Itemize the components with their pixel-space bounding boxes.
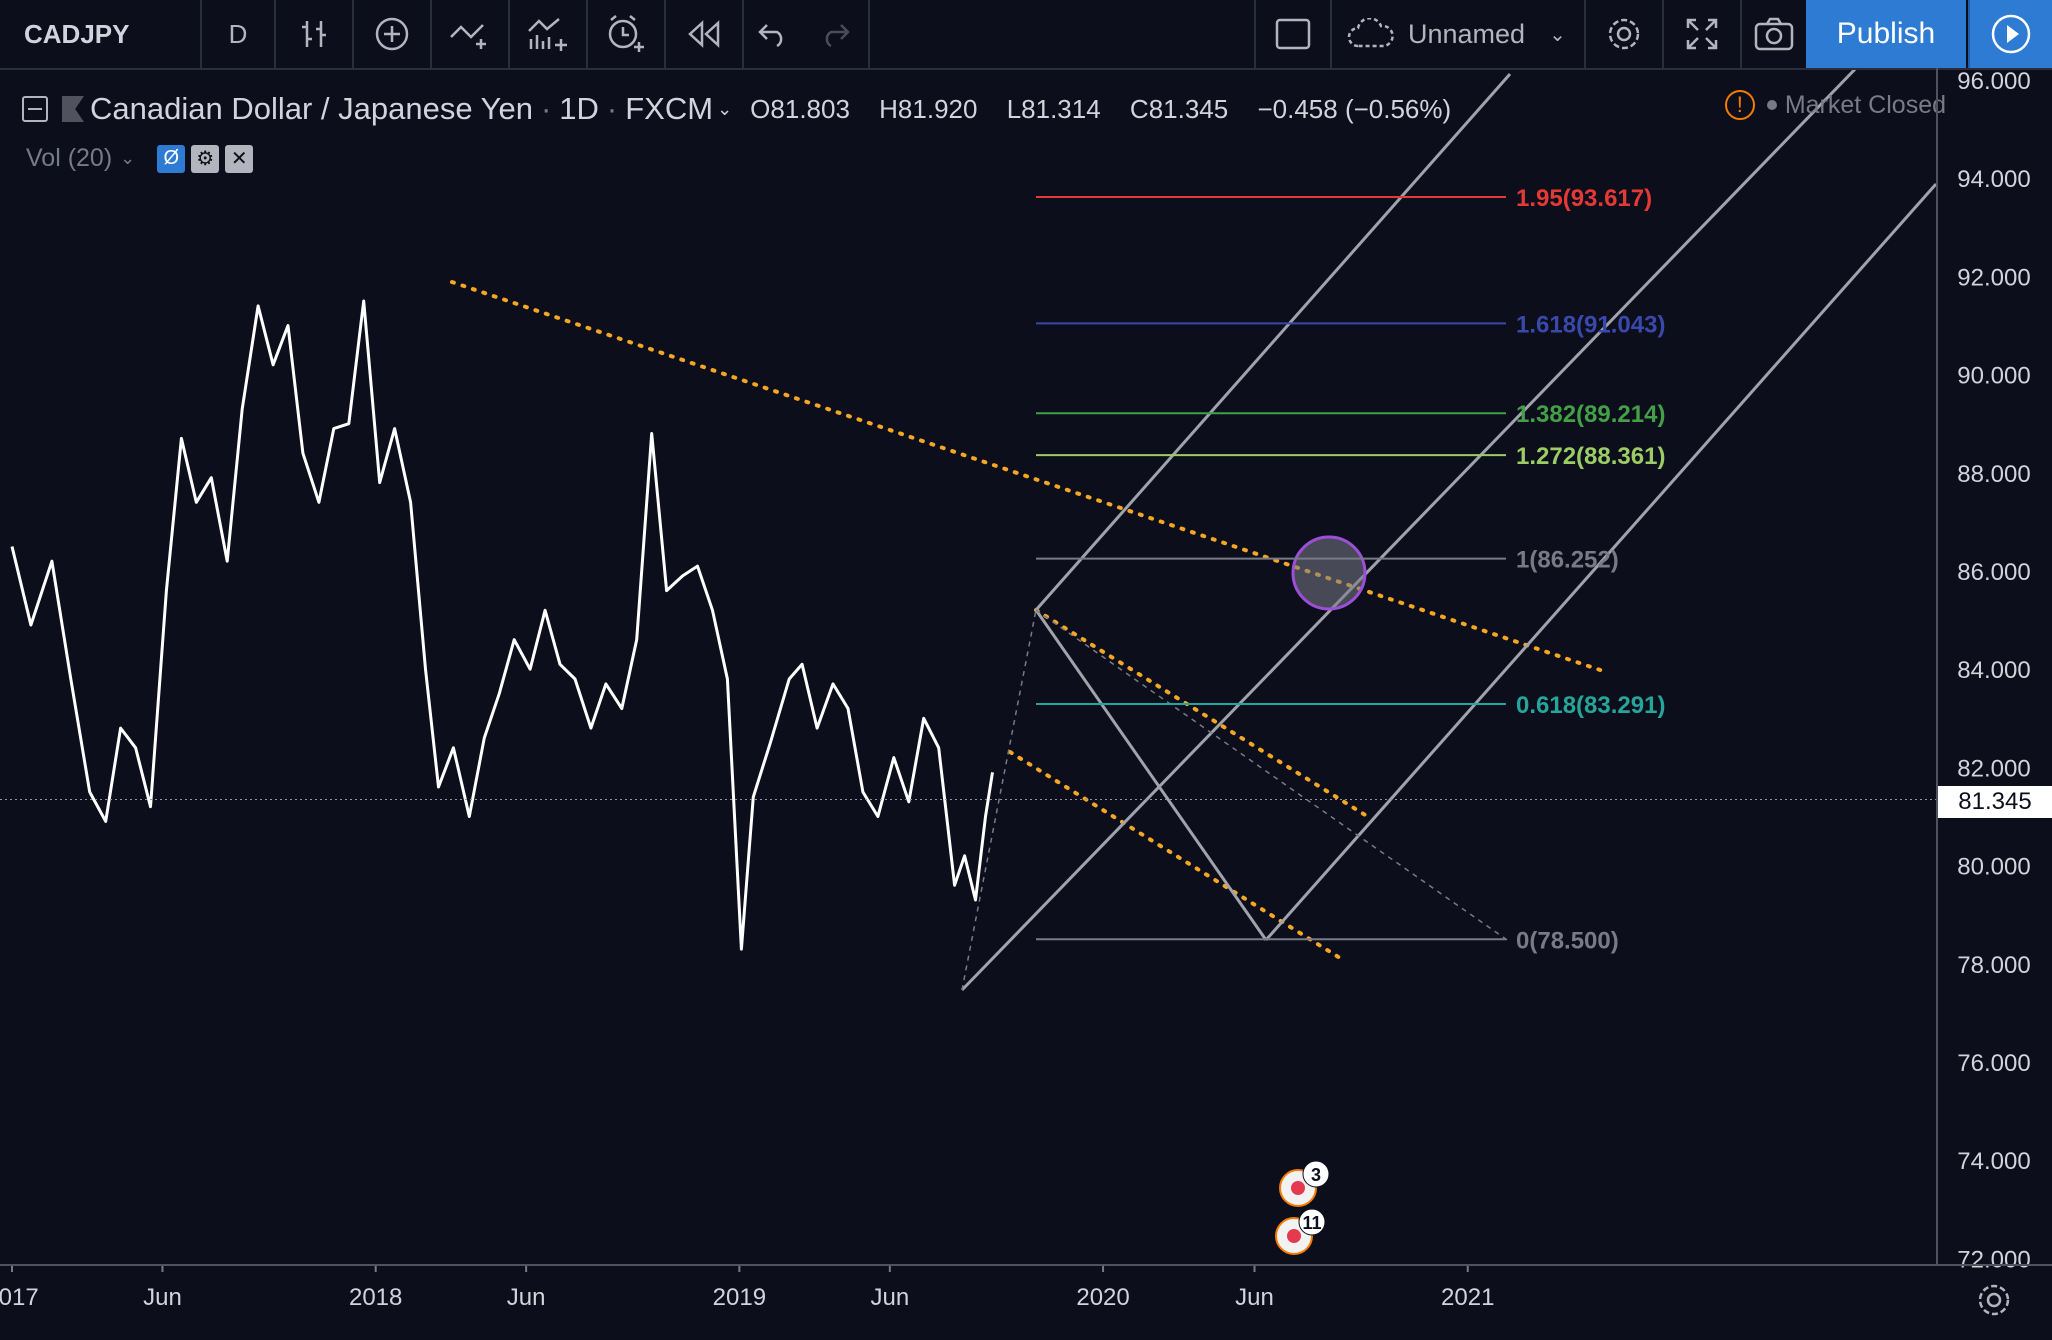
pitchfork-lower-line [1264,183,1938,941]
legend-open: O81.803 [750,93,850,124]
y-tick-label: 86.000 [1957,559,2030,586]
flag-icon [62,96,84,122]
last-price-tag: 81.345 [1938,786,2052,818]
layout-select-icon[interactable] [1254,0,1332,68]
volume-indicator-legend: Vol (20) ⌄ Ø ⚙ ✕ [26,144,254,173]
legend-exchange[interactable]: FXCM [625,91,714,126]
chevron-down-icon[interactable]: ⌄ [120,148,136,168]
target-zone-circle [1291,535,1367,611]
fib-level-label: 0.618(83.291) [1516,692,1665,719]
bar-style-icon[interactable] [276,0,354,68]
x-tick-label: Jun [870,1284,909,1311]
fib-level-label: 0(78.500) [1516,927,1619,954]
x-tick-label: Jun [1235,1284,1274,1311]
legend-title[interactable]: Canadian Dollar / Japanese Yen [90,91,533,126]
x-tick-label: 2021 [1441,1284,1494,1311]
pitchfork-median-line [960,0,1925,992]
market-status-label: Market Closed [1784,90,1946,119]
play-icon[interactable] [1968,0,2052,68]
time-axis[interactable] [0,1264,2052,1340]
camera-icon[interactable] [1742,0,1806,68]
legend-change: −0.458 (−0.56%) [1257,93,1452,124]
publish-button[interactable]: Publish [1806,0,1966,68]
legend-interval: 1D [559,91,599,126]
legend-high: H81.920 [879,93,978,124]
y-tick-label: 78.000 [1957,952,2030,979]
pitchfork-handle-line [1034,609,1268,941]
price-axis[interactable] [1936,68,2052,1264]
indicators-icon[interactable] [432,0,510,68]
y-tick-label: 88.000 [1957,461,2030,488]
gear-icon[interactable]: ⚙ [191,144,220,173]
legend-low: L81.314 [1006,93,1101,124]
fib-level-label: 1.382(89.214) [1516,401,1665,428]
y-tick-label: 94.000 [1957,166,2030,193]
replay-icon[interactable] [666,0,744,68]
close-icon[interactable]: ✕ [225,144,254,173]
interval-button[interactable]: D [202,0,276,68]
price-series-line [10,299,994,951]
financials-icon[interactable] [510,0,588,68]
compare-add-icon[interactable] [354,0,432,68]
y-tick-label: 72.000 [1957,1246,2030,1273]
market-status: ! Market Closed [1724,90,1946,120]
fib-level-label: 1.272(88.361) [1516,443,1665,470]
event-badge-dot [1287,1229,1301,1243]
y-tick-label: 92.000 [1957,264,2030,291]
fib-level-label: 1.618(91.043) [1516,311,1665,338]
event-count-label: 11 [1302,1213,1321,1233]
warning-icon[interactable]: ! [1724,90,1755,120]
fib-level-label: 1(86.252) [1516,547,1619,574]
event-badge-dot [1291,1181,1305,1195]
x-tick-label: 2017 [0,1284,39,1311]
long-term-trendline [450,280,1608,674]
x-tick-label: Jun [143,1284,182,1311]
pitchfork-upper-line [1034,73,1512,611]
y-tick-label: 84.000 [1957,657,2030,684]
eye-hidden-icon[interactable]: Ø [157,144,186,173]
cloud-icon [1347,18,1394,48]
fib-base-dashed-line [961,609,1037,991]
event-count-label: 3 [1311,1165,1321,1185]
event-count-bubble [1298,1208,1326,1236]
status-dot-icon [1766,100,1777,110]
axis-settings-gear-icon[interactable] [1972,1278,2016,1322]
chart-legend: Canadian Dollar / Japanese Yen · 1D · FX… [22,86,1473,132]
chevron-down-icon[interactable]: ⌄ [717,98,733,119]
y-tick-label: 76.000 [1957,1050,2030,1077]
y-tick-label: 80.000 [1957,854,2030,881]
collapse-legend-icon[interactable] [22,96,48,122]
layout-name-button[interactable]: Unnamed ⌄ [1332,0,1586,68]
layout-name-label: Unnamed [1408,18,1526,49]
top-toolbar: CADJPY D Unnamed ⌄ Publish [0,0,2052,70]
y-tick-label: 96.000 [1957,68,2030,95]
x-tick-label: 2018 [349,1284,402,1311]
legend-ohlc: O81.803 H81.920 L81.314 C81.345 −0.458 (… [750,94,1473,125]
symbol-search-button[interactable]: CADJPY [0,0,202,68]
y-tick-label: 74.000 [1957,1148,2030,1175]
alert-clock-icon[interactable] [588,0,666,68]
redo-icon[interactable] [802,0,870,68]
x-tick-label: 2019 [713,1284,766,1311]
fullscreen-icon[interactable] [1664,0,1742,68]
undo-icon[interactable] [744,0,802,68]
channel-lower-trendline [1008,750,1342,960]
settings-gear-icon[interactable] [1586,0,1664,68]
y-tick-label: 82.000 [1957,755,2030,782]
y-tick-label: 90.000 [1957,363,2030,390]
fib-trend-dashed-line [1035,609,1511,943]
legend-close: C81.345 [1129,93,1229,124]
x-tick-label: Jun [507,1284,546,1311]
event-count-bubble [1302,1160,1330,1188]
x-tick-label: 2020 [1076,1284,1129,1311]
fib-level-label: 1.95(93.617) [1516,185,1652,212]
channel-upper-trendline [1034,608,1372,820]
volume-indicator-label[interactable]: Vol (20) [26,144,113,172]
chevron-down-icon: ⌄ [1549,23,1566,46]
